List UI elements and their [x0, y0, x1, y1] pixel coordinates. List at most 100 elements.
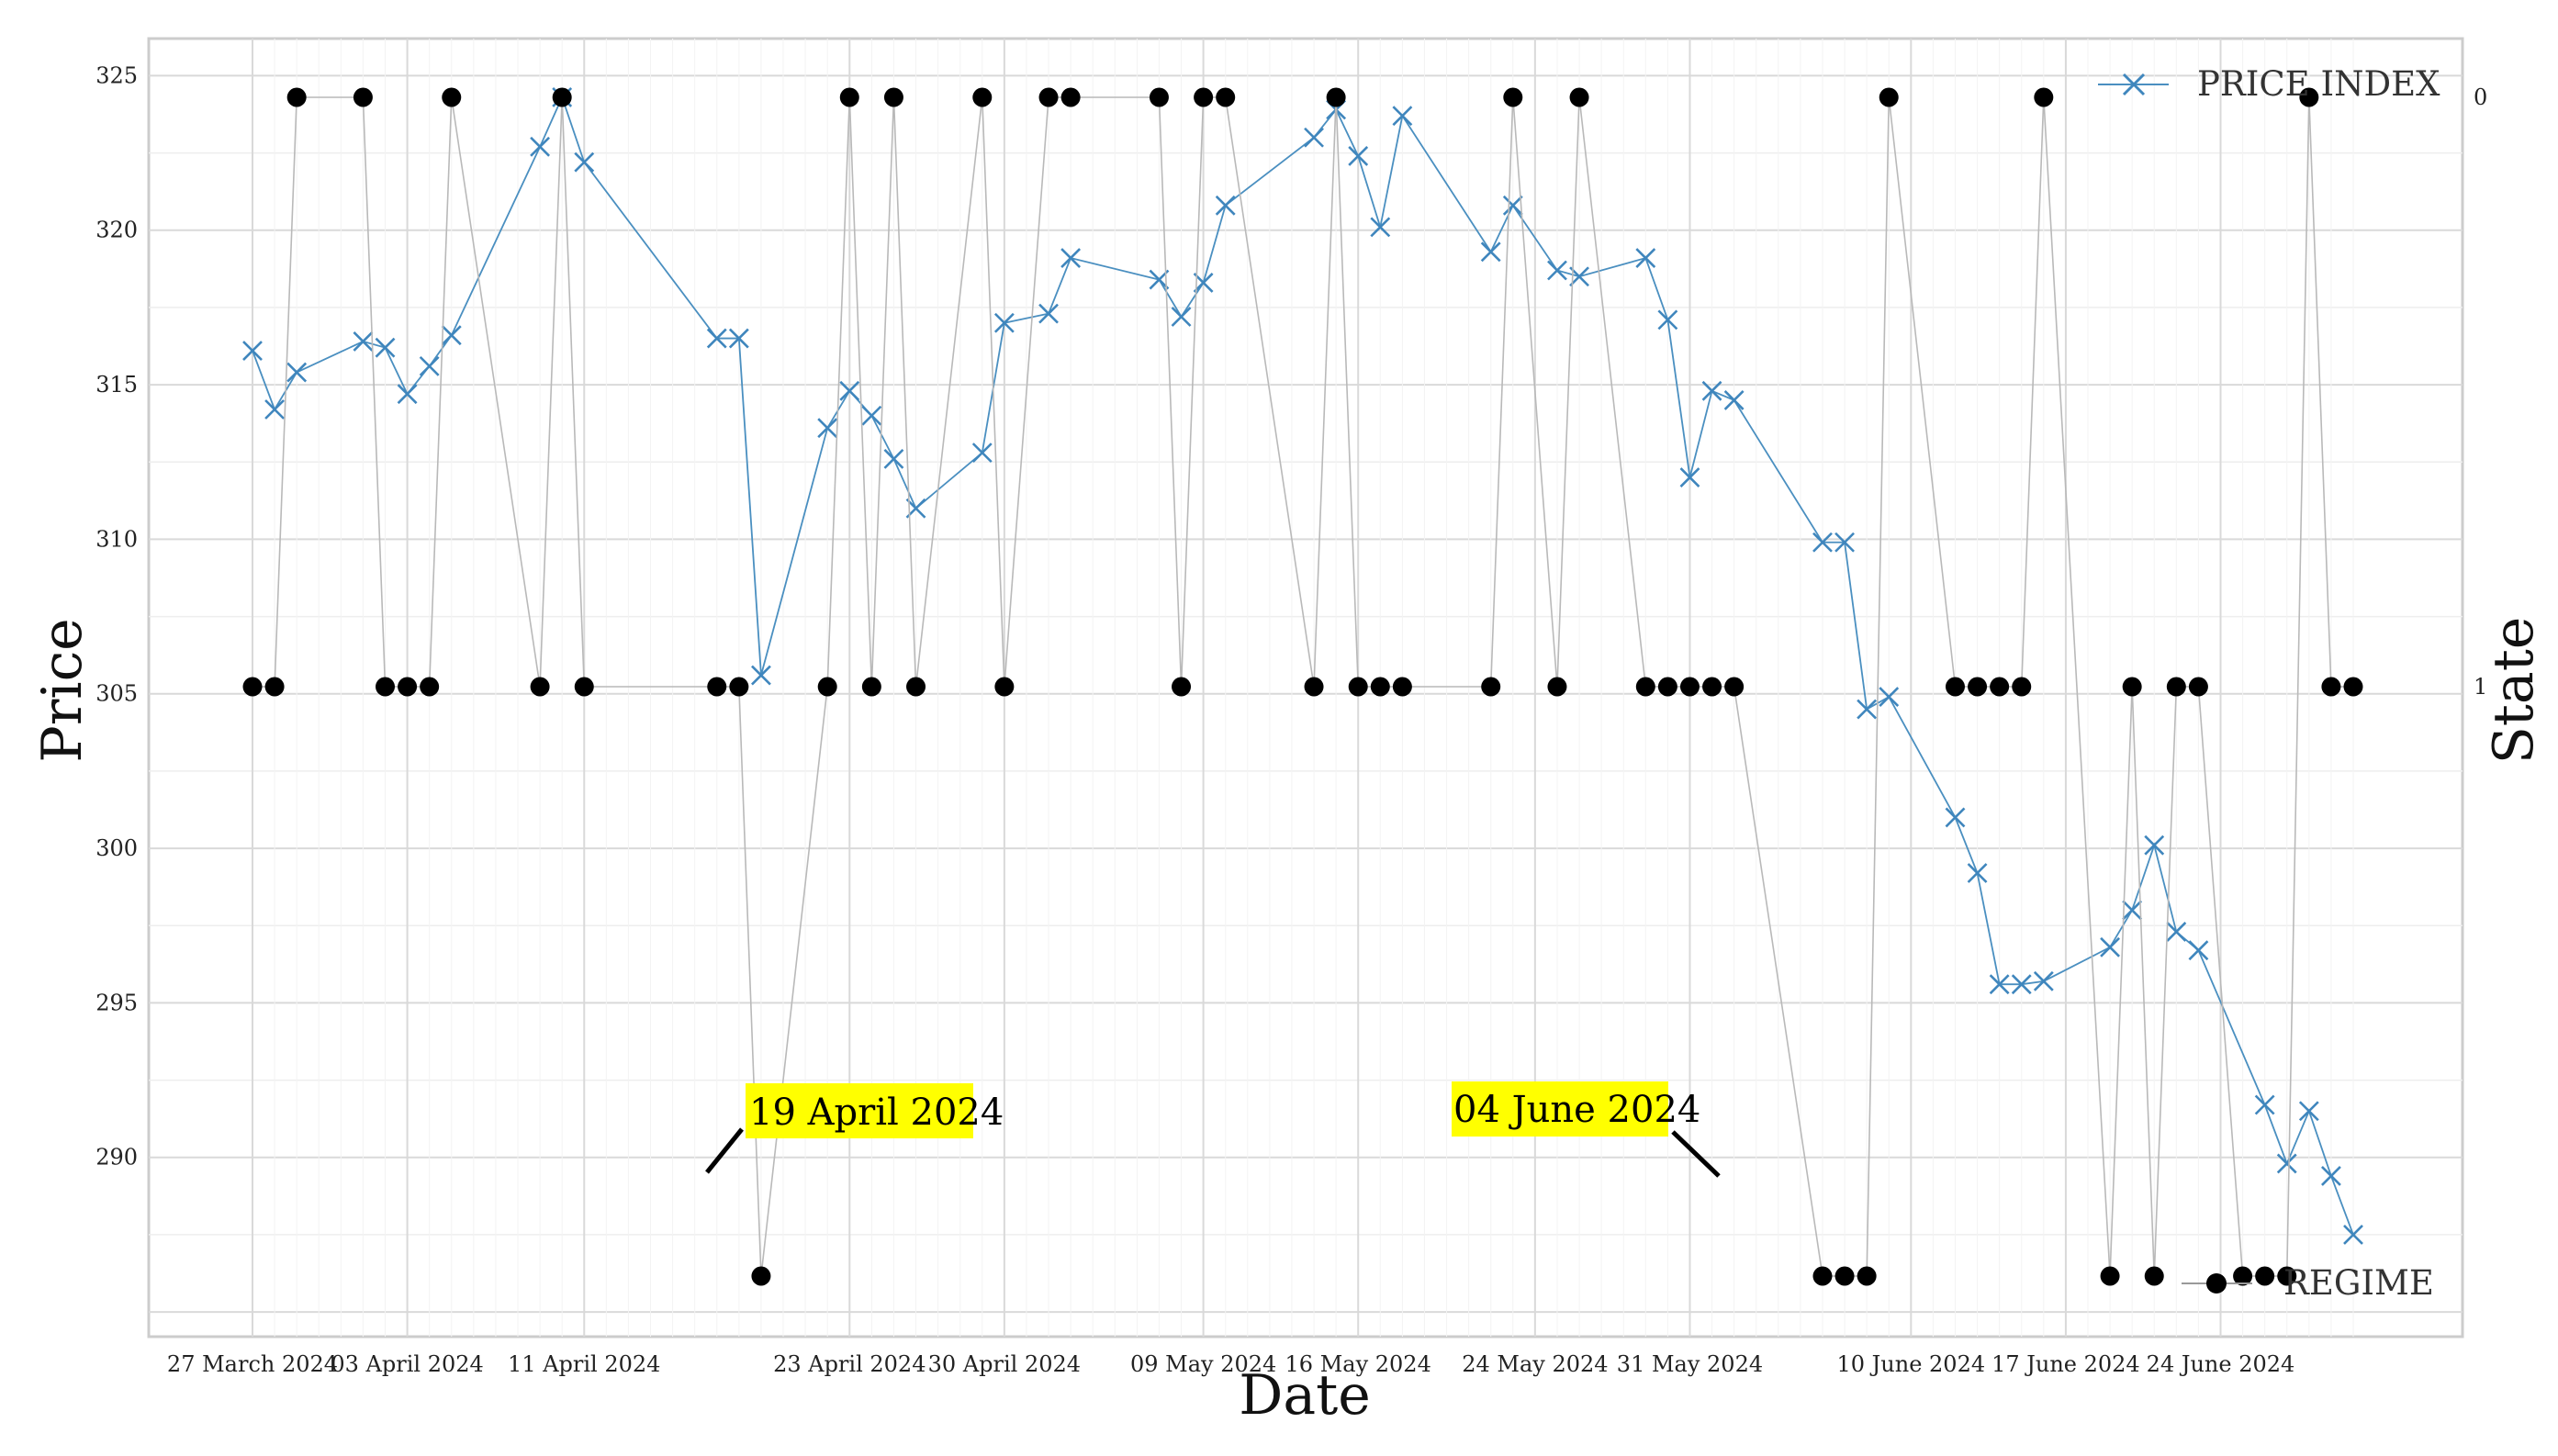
price-marker-stroke	[2011, 974, 2032, 995]
regime-point	[1569, 87, 1589, 107]
regime-point	[2299, 87, 2319, 107]
regime-point	[1194, 87, 1214, 107]
price-index-point	[1857, 699, 1878, 720]
price-marker-stroke	[264, 399, 286, 420]
regime-point	[2277, 1266, 2297, 1286]
legend: PRICE INDEX REGIME	[2098, 64, 2440, 1303]
price-marker-stroke	[1038, 303, 1059, 324]
regime-point	[1038, 87, 1059, 107]
x-tick-label: 30 April 2024	[928, 1351, 1081, 1377]
x-tick-label: 23 April 2024	[773, 1351, 926, 1377]
annotation-label-1: 19 April 2024	[749, 1092, 1004, 1134]
regime-point	[286, 87, 307, 107]
price-marker-stroke	[242, 341, 263, 361]
price-index-point	[1547, 260, 1567, 281]
regime-point	[1702, 677, 1722, 697]
price-index-point	[2122, 900, 2143, 921]
regime-point	[2166, 677, 2186, 697]
y-axis-ticks: 290 295 300 305 310 315 320 325	[95, 62, 138, 1170]
annotation-box-2	[1452, 1081, 1668, 1137]
price-marker-stroke	[1392, 106, 1413, 127]
price-marker-stroke	[1834, 532, 1855, 553]
price-index-point	[2320, 1166, 2341, 1186]
price-index-point	[397, 384, 418, 405]
y-tick-label: 315	[95, 372, 138, 398]
price-marker-stroke	[530, 136, 551, 157]
price-index-series	[242, 87, 2363, 1245]
price-index-point	[1392, 106, 1413, 127]
price-index-line	[252, 95, 2354, 1236]
price-marker-stroke	[441, 325, 462, 346]
x-tick-label: 11 April 2024	[508, 1351, 660, 1377]
y2-tick-label: 1	[2474, 674, 2487, 700]
x-tick-label: 09 May 2024	[1130, 1351, 1276, 1377]
x-tick-label: 10 June 2024	[1837, 1351, 1986, 1377]
price-index-point	[706, 328, 727, 349]
regime-point	[729, 677, 749, 697]
y-tick-label: 305	[95, 681, 138, 707]
regime-point	[1879, 87, 1899, 107]
regime-point	[1945, 677, 1965, 697]
price-marker-stroke	[728, 328, 749, 349]
annotation-arrow-1	[705, 1127, 744, 1174]
regime-point	[420, 677, 440, 697]
regime-point	[2122, 677, 2142, 697]
price-index-point	[375, 337, 396, 358]
x-axis-title: Date	[1239, 1363, 1371, 1428]
regime-point	[2343, 677, 2363, 697]
x-tick-label: 16 May 2024	[1285, 1351, 1431, 1377]
x-tick-label: 24 June 2024	[2147, 1351, 2295, 1377]
price-index-point	[1945, 807, 1966, 828]
regime-point	[376, 677, 396, 697]
regime-point	[242, 677, 263, 697]
y-tick-label: 310	[95, 526, 138, 552]
price-index-point	[1304, 127, 1324, 148]
regime-point	[1724, 677, 1745, 697]
annotations: 19 April 2024 04 June 2024	[705, 1081, 1721, 1178]
regime-point	[1679, 677, 1700, 697]
regime-point	[2144, 1266, 2164, 1286]
y2-axis-ticks: 01	[2474, 84, 2487, 700]
price-index-point	[530, 136, 551, 157]
price-index-point	[1635, 248, 1656, 268]
price-index-point	[242, 341, 263, 361]
legend-regime-label: REGIME	[2283, 1263, 2434, 1303]
price-index-point	[883, 448, 904, 469]
price-index-point	[751, 665, 771, 686]
price-marker-stroke	[1304, 127, 1324, 148]
price-marker-stroke	[2033, 970, 2054, 991]
regime-point	[817, 677, 837, 697]
regime-point	[2233, 1266, 2253, 1286]
regime-point	[353, 87, 373, 107]
regime-point	[530, 677, 550, 697]
price-marker-stroke	[375, 337, 396, 358]
annotation-box-1	[746, 1083, 973, 1138]
regime-point	[1635, 677, 1655, 697]
price-index-point	[971, 442, 993, 464]
price-index-point	[353, 331, 374, 352]
price-index-point	[1967, 863, 1988, 883]
annotation-label-2: 04 June 2024	[1453, 1089, 1700, 1131]
price-index-point	[1480, 241, 1501, 263]
price-index-point	[1879, 687, 1900, 708]
price-marker-stroke	[1679, 467, 1700, 487]
regime-point	[1968, 677, 1988, 697]
price-index-point	[2011, 974, 2032, 995]
legend-price-marker	[2122, 73, 2146, 96]
price-index-point	[2144, 834, 2165, 856]
y2-axis-title: State	[2482, 617, 2546, 765]
price-index-point	[286, 362, 308, 383]
price-marker-stroke	[1348, 146, 1369, 166]
price-marker-stroke	[1812, 532, 1833, 553]
x-tick-label: 31 May 2024	[1617, 1351, 1763, 1377]
price-marker-stroke	[2122, 900, 2143, 921]
price-index-point	[264, 399, 286, 420]
regime-point	[1812, 1266, 1833, 1286]
legend-regime-marker	[2206, 1273, 2227, 1294]
price-index-point	[728, 328, 749, 349]
price-marker-stroke	[2100, 936, 2120, 958]
price-marker-stroke	[1657, 309, 1678, 330]
price-marker-stroke	[2276, 1153, 2297, 1174]
price-marker-stroke	[1370, 217, 1391, 238]
